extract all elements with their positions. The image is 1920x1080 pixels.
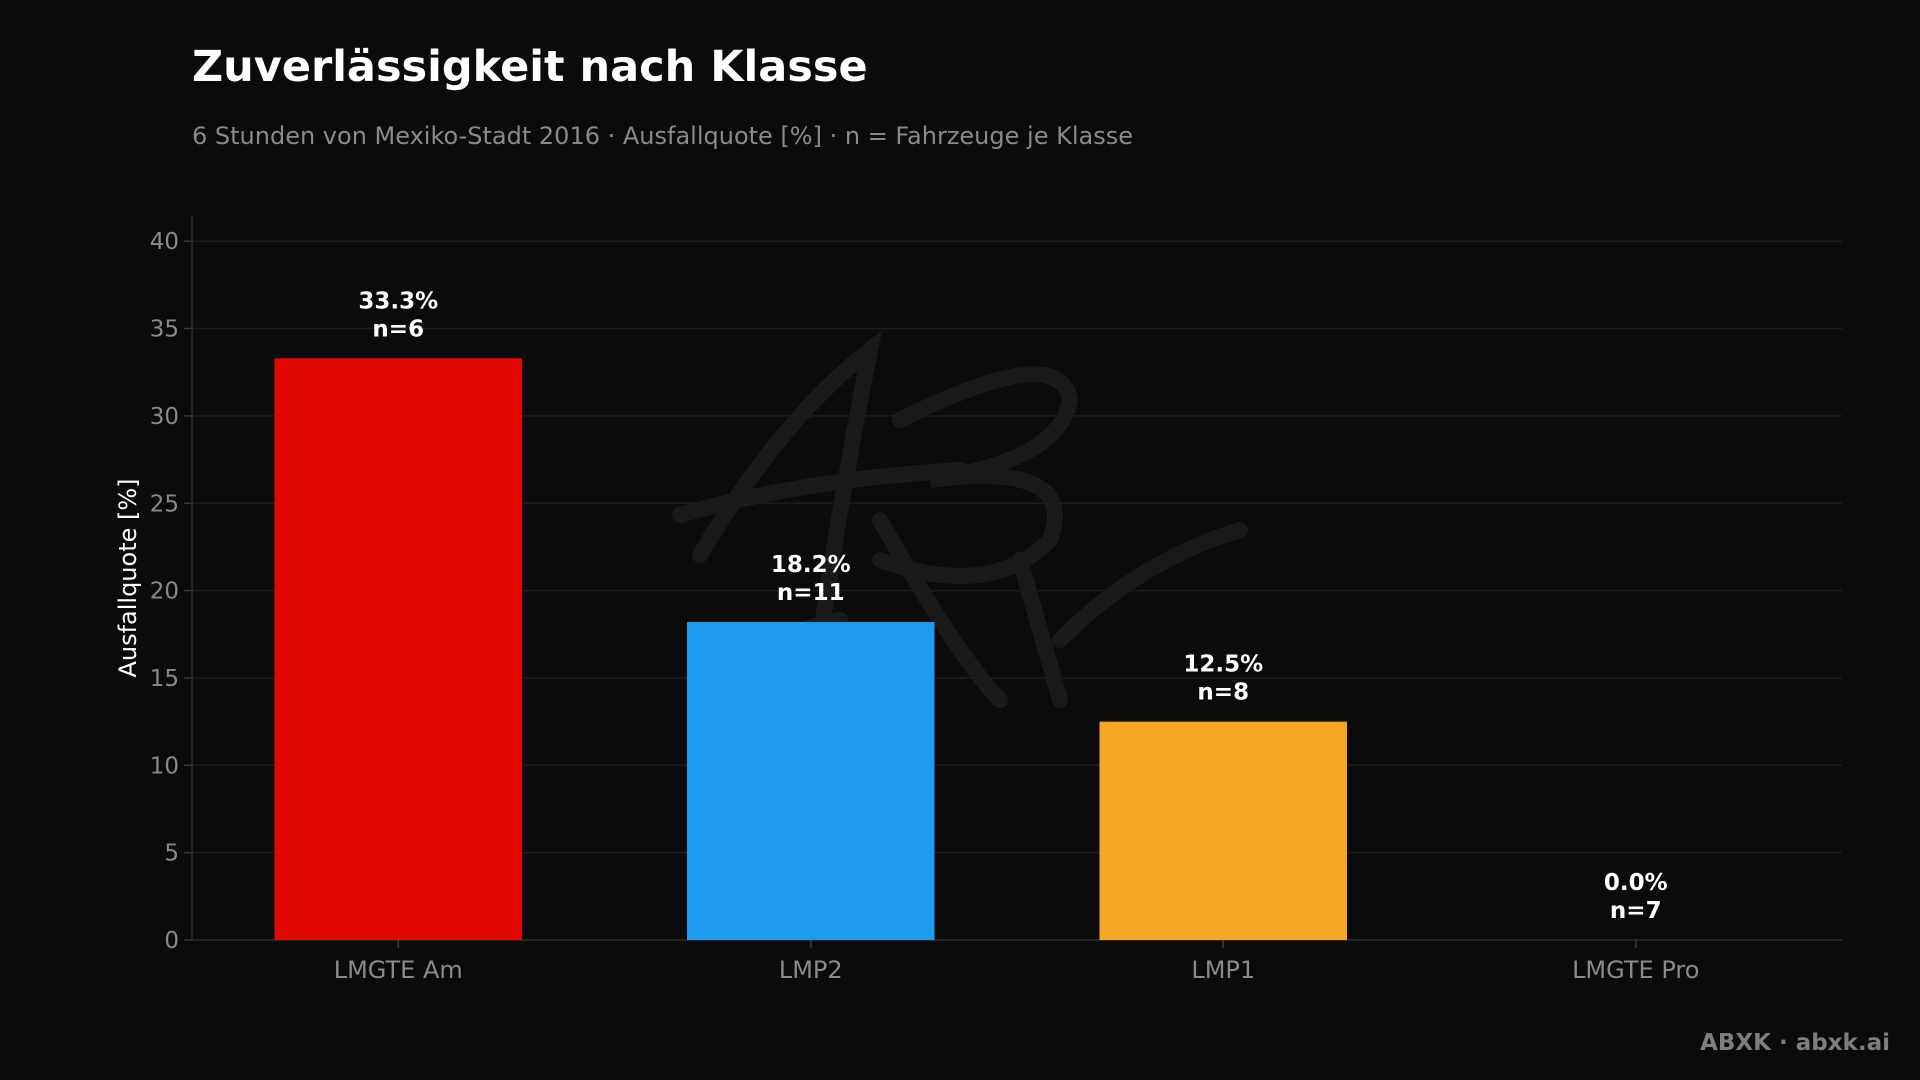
y-tick-label: 5 xyxy=(164,841,179,867)
y-tick-label: 30 xyxy=(150,404,179,430)
y-tick-label: 35 xyxy=(150,317,179,343)
y-axis-label: Ausfallquote [%] xyxy=(114,478,142,677)
bar xyxy=(274,358,522,940)
data-label-n: n=7 xyxy=(1610,898,1662,924)
y-tick-label: 0 xyxy=(164,928,179,954)
data-label-value: 33.3% xyxy=(358,288,438,314)
y-tick-label: 10 xyxy=(150,753,179,779)
bar xyxy=(687,622,935,940)
y-tick-label: 25 xyxy=(150,491,179,517)
data-label-n: n=11 xyxy=(777,580,845,606)
bars xyxy=(274,358,1347,940)
data-label-value: 12.5% xyxy=(1183,652,1263,678)
footer-credit: ABXK · abxk.ai xyxy=(1700,1030,1890,1056)
chart-title: Zuverlässigkeit nach Klasse xyxy=(192,42,868,92)
y-tick-label: 15 xyxy=(150,666,179,692)
data-label-n: n=6 xyxy=(372,316,424,342)
data-label-value: 0.0% xyxy=(1604,870,1668,896)
y-tick-label: 20 xyxy=(150,579,179,605)
x-tick-label: LMGTE Pro xyxy=(1572,956,1699,984)
data-label-n: n=8 xyxy=(1197,680,1249,706)
chart-subtitle: 6 Stunden von Mexiko-Stadt 2016 · Ausfal… xyxy=(192,122,1133,150)
bar xyxy=(1099,721,1347,940)
x-tick-label: LMP1 xyxy=(1191,956,1255,984)
x-tick-label: LMGTE Am xyxy=(334,956,463,984)
y-tick-label: 40 xyxy=(150,229,179,255)
data-label-value: 18.2% xyxy=(771,552,851,578)
x-tick-label: LMP2 xyxy=(779,956,843,984)
